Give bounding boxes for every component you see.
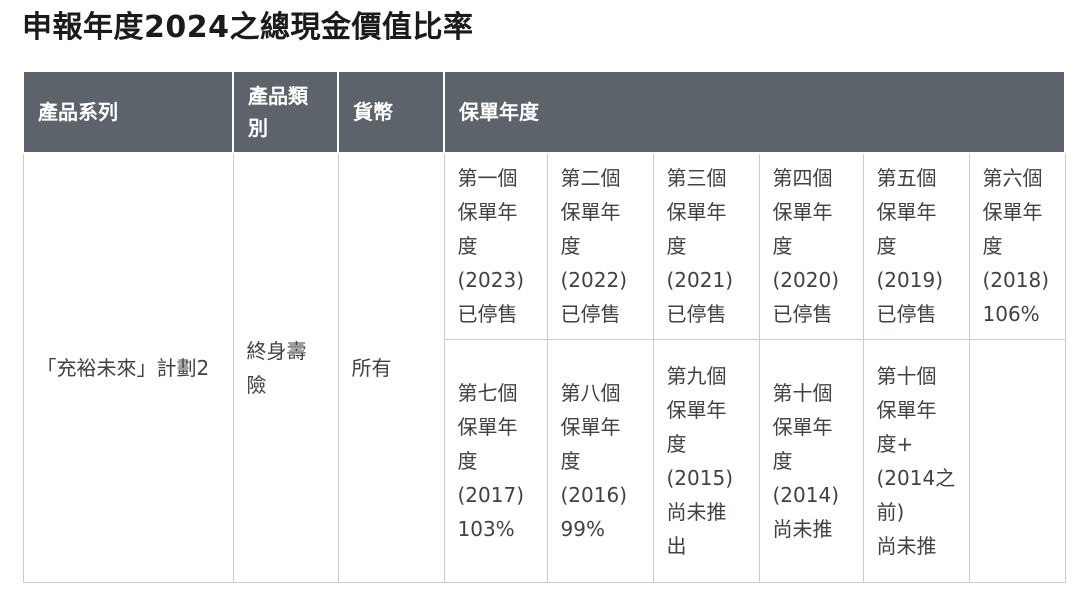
cell-policy-year-3: 第三個 保單年 度 (2021) 已停售 bbox=[652, 152, 760, 340]
cell-policy-year-2: 第二個 保單年 度 (2022) 已停售 bbox=[546, 152, 654, 340]
cell-policy-year-5: 第五個 保單年 度 (2019) 已停售 bbox=[862, 152, 970, 340]
cell-policy-year-8: 第八個 保單年 度 (2016) 99% bbox=[546, 338, 654, 583]
cell-product-category: 終身壽 險 bbox=[232, 152, 339, 583]
cell-policy-year-6: 第六個 保單年 度 (2018) 106% bbox=[968, 152, 1066, 340]
cell-currency: 所有 bbox=[337, 152, 445, 583]
cash-value-ratio-table: 產品系列 產品類 別 貨幣 保單年度 「充裕未來」計劃2 終身壽 險 所有 第一… bbox=[22, 70, 1067, 583]
header-row: 產品系列 產品類 別 貨幣 保單年度 bbox=[22, 70, 1067, 154]
cell-policy-year-1: 第一個 保單年 度 (2023) 已停售 bbox=[443, 152, 548, 340]
table-row-policy-years-2: 第七個 保單年 度 (2017) 103% 第八個 保單年 度 (2016) 9… bbox=[23, 338, 1066, 583]
col-header-product-series: 產品系列 bbox=[22, 70, 234, 154]
cell-policy-year-11: 第十個 保單年 度+ (2014之 前) 尚未推 bbox=[862, 338, 970, 583]
table-row-policy-years-1: 「充裕未來」計劃2 終身壽 險 所有 第一個 保單年 度 (2023) 已停售 … bbox=[22, 152, 1066, 583]
page-title: 申報年度2024之總現金價值比率 bbox=[22, 10, 474, 45]
cell-policy-year-10: 第十個 保單年 度 (2014) 尚未推 bbox=[758, 338, 864, 583]
col-header-product-category: 產品類 別 bbox=[232, 70, 339, 154]
col-header-policy-year: 保單年度 bbox=[442, 70, 1067, 154]
cell-policy-year-4: 第四個 保單年 度 (2020) 已停售 bbox=[758, 152, 864, 340]
cell-policy-year-empty bbox=[968, 338, 1066, 583]
cell-policy-year-9: 第九個 保單年 度 (2015) 尚未推 出 bbox=[652, 338, 760, 583]
cell-policy-year-7: 第七個 保單年 度 (2017) 103% bbox=[443, 338, 548, 583]
col-header-currency: 貨幣 bbox=[337, 70, 445, 154]
cell-product-series: 「充裕未來」計劃2 bbox=[22, 152, 234, 583]
